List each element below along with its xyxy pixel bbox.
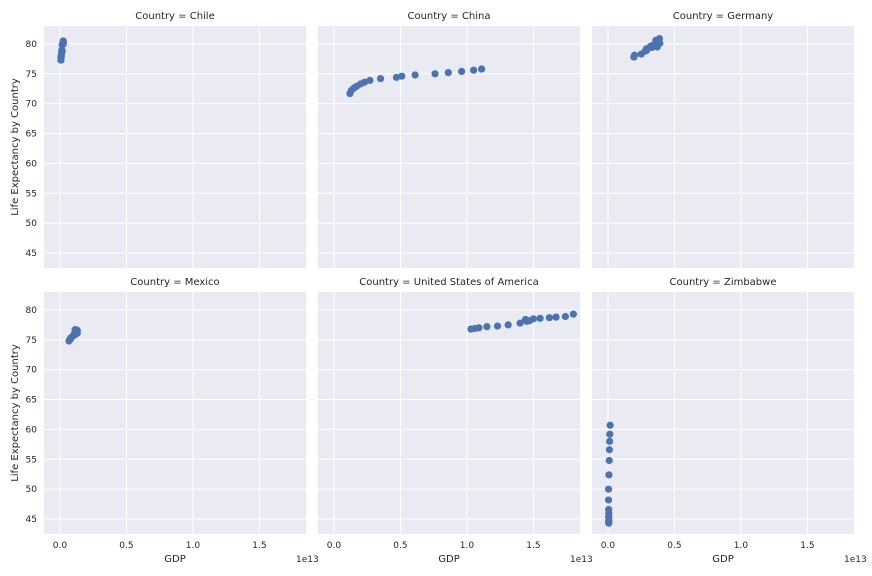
x-tick-label: 1.5 — [252, 541, 266, 551]
x-offset-label: 1e13 — [570, 555, 593, 565]
y-tick-label: 50 — [26, 485, 38, 495]
data-point — [561, 312, 569, 321]
facet-title: Country = Chile — [135, 11, 215, 22]
data-point — [605, 456, 613, 465]
x-tick-label: 1.0 — [460, 541, 475, 551]
x-tick-label: 0.5 — [667, 541, 681, 551]
x-tick-label: 1.0 — [734, 541, 749, 551]
y-tick-label: 45 — [26, 515, 37, 525]
data-point — [58, 47, 66, 55]
x-offset-label: 1e13 — [844, 555, 867, 565]
x-tick-label: 1.0 — [186, 541, 201, 551]
data-point — [630, 51, 639, 59]
y-tick-label: 80 — [26, 306, 38, 316]
data-point — [470, 66, 478, 74]
facet-background — [44, 26, 306, 268]
facet-germany: Country = Germany — [592, 11, 854, 268]
facet-china: Country = China — [318, 11, 580, 268]
data-point — [444, 69, 452, 77]
data-point — [605, 471, 613, 479]
data-point — [605, 513, 613, 521]
data-point — [458, 67, 466, 76]
facet-background — [44, 292, 306, 534]
data-point — [606, 421, 614, 429]
y-tick-label: 70 — [26, 366, 38, 376]
x-tick-label: 0.0 — [327, 541, 342, 551]
x-tick-label: 1.5 — [526, 541, 540, 551]
data-point — [606, 437, 614, 445]
facet-chile: Country = Chile 45 50 55 60 65 70 75 80 Life Expe… — [10, 11, 306, 268]
data-point — [71, 326, 79, 334]
x-offset-label: 1e13 — [296, 555, 319, 565]
y-tick-label: 75 — [26, 336, 37, 346]
data-point — [431, 70, 439, 78]
data-point — [521, 315, 530, 324]
y-axis-label: Life Expectancy by Country — [10, 78, 21, 216]
data-point — [483, 323, 491, 331]
data-point — [655, 34, 664, 43]
y-tick-label: 45 — [26, 249, 37, 259]
x-tick-label: 0.5 — [119, 541, 133, 551]
y-tick-label: 60 — [26, 159, 38, 169]
data-point — [529, 315, 538, 323]
y-tick-label: 65 — [26, 396, 37, 406]
y-tick-label: 60 — [26, 425, 38, 435]
facet-title: Country = Germany — [673, 11, 774, 22]
y-tick-label: 65 — [26, 130, 37, 140]
facet-united-states-of-america: Country = United States of America 0.0 0.5… — [318, 277, 593, 565]
data-point — [516, 319, 524, 327]
y-tick-label: 55 — [26, 455, 37, 465]
data-point — [569, 310, 577, 318]
data-point — [545, 314, 554, 322]
x-tick-label: 0.5 — [393, 541, 407, 551]
facet-zimbabwe: Country = Zimbabwe 0.0 0.5 1.0 1.5 GDP 1e13 — [592, 277, 867, 565]
y-axis-label: Life Expectancy by Country — [10, 344, 21, 482]
facet-background — [318, 26, 580, 268]
data-point — [477, 65, 486, 73]
facet-background — [318, 292, 580, 534]
data-point — [604, 485, 613, 493]
y-tick-label: 55 — [26, 189, 37, 199]
y-tick-label: 70 — [26, 100, 38, 110]
facet-background — [592, 26, 854, 268]
y-tick-label: 50 — [26, 219, 38, 229]
data-point — [366, 76, 374, 84]
data-point — [59, 40, 67, 48]
data-point — [605, 505, 613, 514]
data-point — [411, 71, 419, 79]
x-tick-label: 0.0 — [53, 541, 68, 551]
y-tick-label: 75 — [26, 70, 37, 80]
data-point — [536, 314, 544, 322]
data-point — [552, 313, 560, 321]
x-tick-label: 1.5 — [800, 541, 814, 551]
x-axis-label: GDP — [712, 554, 733, 565]
facet-title: Country = Zimbabwe — [670, 277, 777, 288]
x-axis-label: GDP — [164, 554, 185, 565]
x-axis-label: GDP — [438, 554, 459, 565]
data-point — [606, 430, 614, 438]
facet-background — [592, 292, 854, 534]
facet-mexico: Country = Mexico 45 50 55 60 65 70 75 80 0.0 0.5 1.… — [10, 277, 319, 565]
y-tick-label: 80 — [26, 40, 38, 50]
data-point — [504, 321, 512, 329]
x-tick-label: 0.0 — [601, 541, 616, 551]
data-point — [605, 446, 614, 454]
data-point — [604, 496, 613, 504]
data-point — [398, 72, 406, 80]
data-point — [376, 74, 385, 83]
facet-title: Country = China — [407, 11, 490, 22]
facet-title: Country = Mexico — [130, 277, 219, 288]
facet-title: Country = United States of America — [359, 277, 538, 288]
data-point — [493, 322, 502, 330]
data-point — [475, 324, 483, 332]
